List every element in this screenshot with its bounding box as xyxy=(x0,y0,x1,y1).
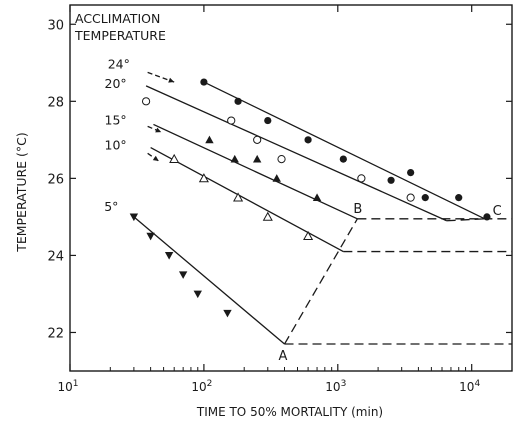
annotation-label: C xyxy=(493,204,502,219)
data-point xyxy=(303,230,314,241)
series-label: 10° xyxy=(105,137,127,152)
data-point xyxy=(169,153,180,163)
series-label: 20° xyxy=(105,76,127,91)
data-point xyxy=(262,211,273,221)
dashed-line xyxy=(283,218,358,345)
legend-title-line-2: TEMPERATURE xyxy=(74,28,166,43)
x-tick-label: 104 xyxy=(459,379,480,394)
data-point xyxy=(455,194,463,202)
data-point xyxy=(230,154,239,163)
data-point xyxy=(312,193,322,201)
annotation-label: B xyxy=(353,202,362,217)
data-point xyxy=(234,97,242,105)
data-point xyxy=(200,78,208,86)
data-point xyxy=(252,154,262,163)
data-point xyxy=(129,213,139,222)
data-point xyxy=(264,116,272,125)
series-line xyxy=(203,81,485,220)
series-label-arrowhead xyxy=(168,77,175,83)
series-line xyxy=(153,123,358,220)
data-points xyxy=(129,78,491,318)
y-axis-label: TEMPERATURE (°C) xyxy=(14,132,29,253)
data-point xyxy=(339,155,347,163)
series-label: 5° xyxy=(104,199,118,214)
series-label-arrow xyxy=(147,71,175,83)
legend-title-line-1: ACCLIMATION xyxy=(75,11,160,26)
data-point xyxy=(483,213,491,221)
data-point xyxy=(227,116,236,125)
series-lines xyxy=(133,81,485,345)
x-tick-label: 102 xyxy=(191,379,212,394)
series-line xyxy=(133,216,285,345)
series-labels: 24° 20° 15° 10° 5° xyxy=(104,57,175,214)
x-tick-label: 103 xyxy=(325,379,346,394)
data-point xyxy=(253,135,262,144)
data-point xyxy=(407,168,415,177)
data-point xyxy=(146,232,155,241)
annotation-label: A xyxy=(279,349,288,364)
series-label-arrowhead xyxy=(152,155,159,162)
data-point xyxy=(277,155,286,164)
data-point xyxy=(198,173,209,183)
y-tick-label: 22 xyxy=(47,326,64,341)
data-point xyxy=(406,193,415,202)
annotations: A B C xyxy=(279,202,502,364)
y-tick-label: 30 xyxy=(47,18,64,33)
y-tick-label: 28 xyxy=(47,95,64,110)
series-line xyxy=(150,146,344,253)
y-tick-label: 24 xyxy=(47,249,64,264)
data-point xyxy=(304,136,312,144)
plot-frame xyxy=(69,4,513,372)
data-point xyxy=(272,174,281,182)
data-point xyxy=(421,194,429,202)
data-point xyxy=(233,192,244,202)
data-point xyxy=(141,97,151,106)
data-point xyxy=(193,290,202,299)
data-point xyxy=(387,176,395,184)
x-tick-label: 101 xyxy=(57,379,78,394)
data-point xyxy=(223,309,232,318)
series-line xyxy=(145,85,447,222)
data-point xyxy=(205,135,214,144)
dashed-line xyxy=(446,218,485,222)
data-point xyxy=(357,174,366,183)
series-label-arrowhead xyxy=(155,127,162,133)
data-point xyxy=(164,252,174,260)
series-label: 15° xyxy=(105,112,127,127)
series-label: 24° xyxy=(108,57,130,72)
y-tick-label: 26 xyxy=(47,172,64,187)
x-axis-label: TIME TO 50% MORTALITY (min) xyxy=(196,405,383,419)
data-point xyxy=(178,271,188,279)
